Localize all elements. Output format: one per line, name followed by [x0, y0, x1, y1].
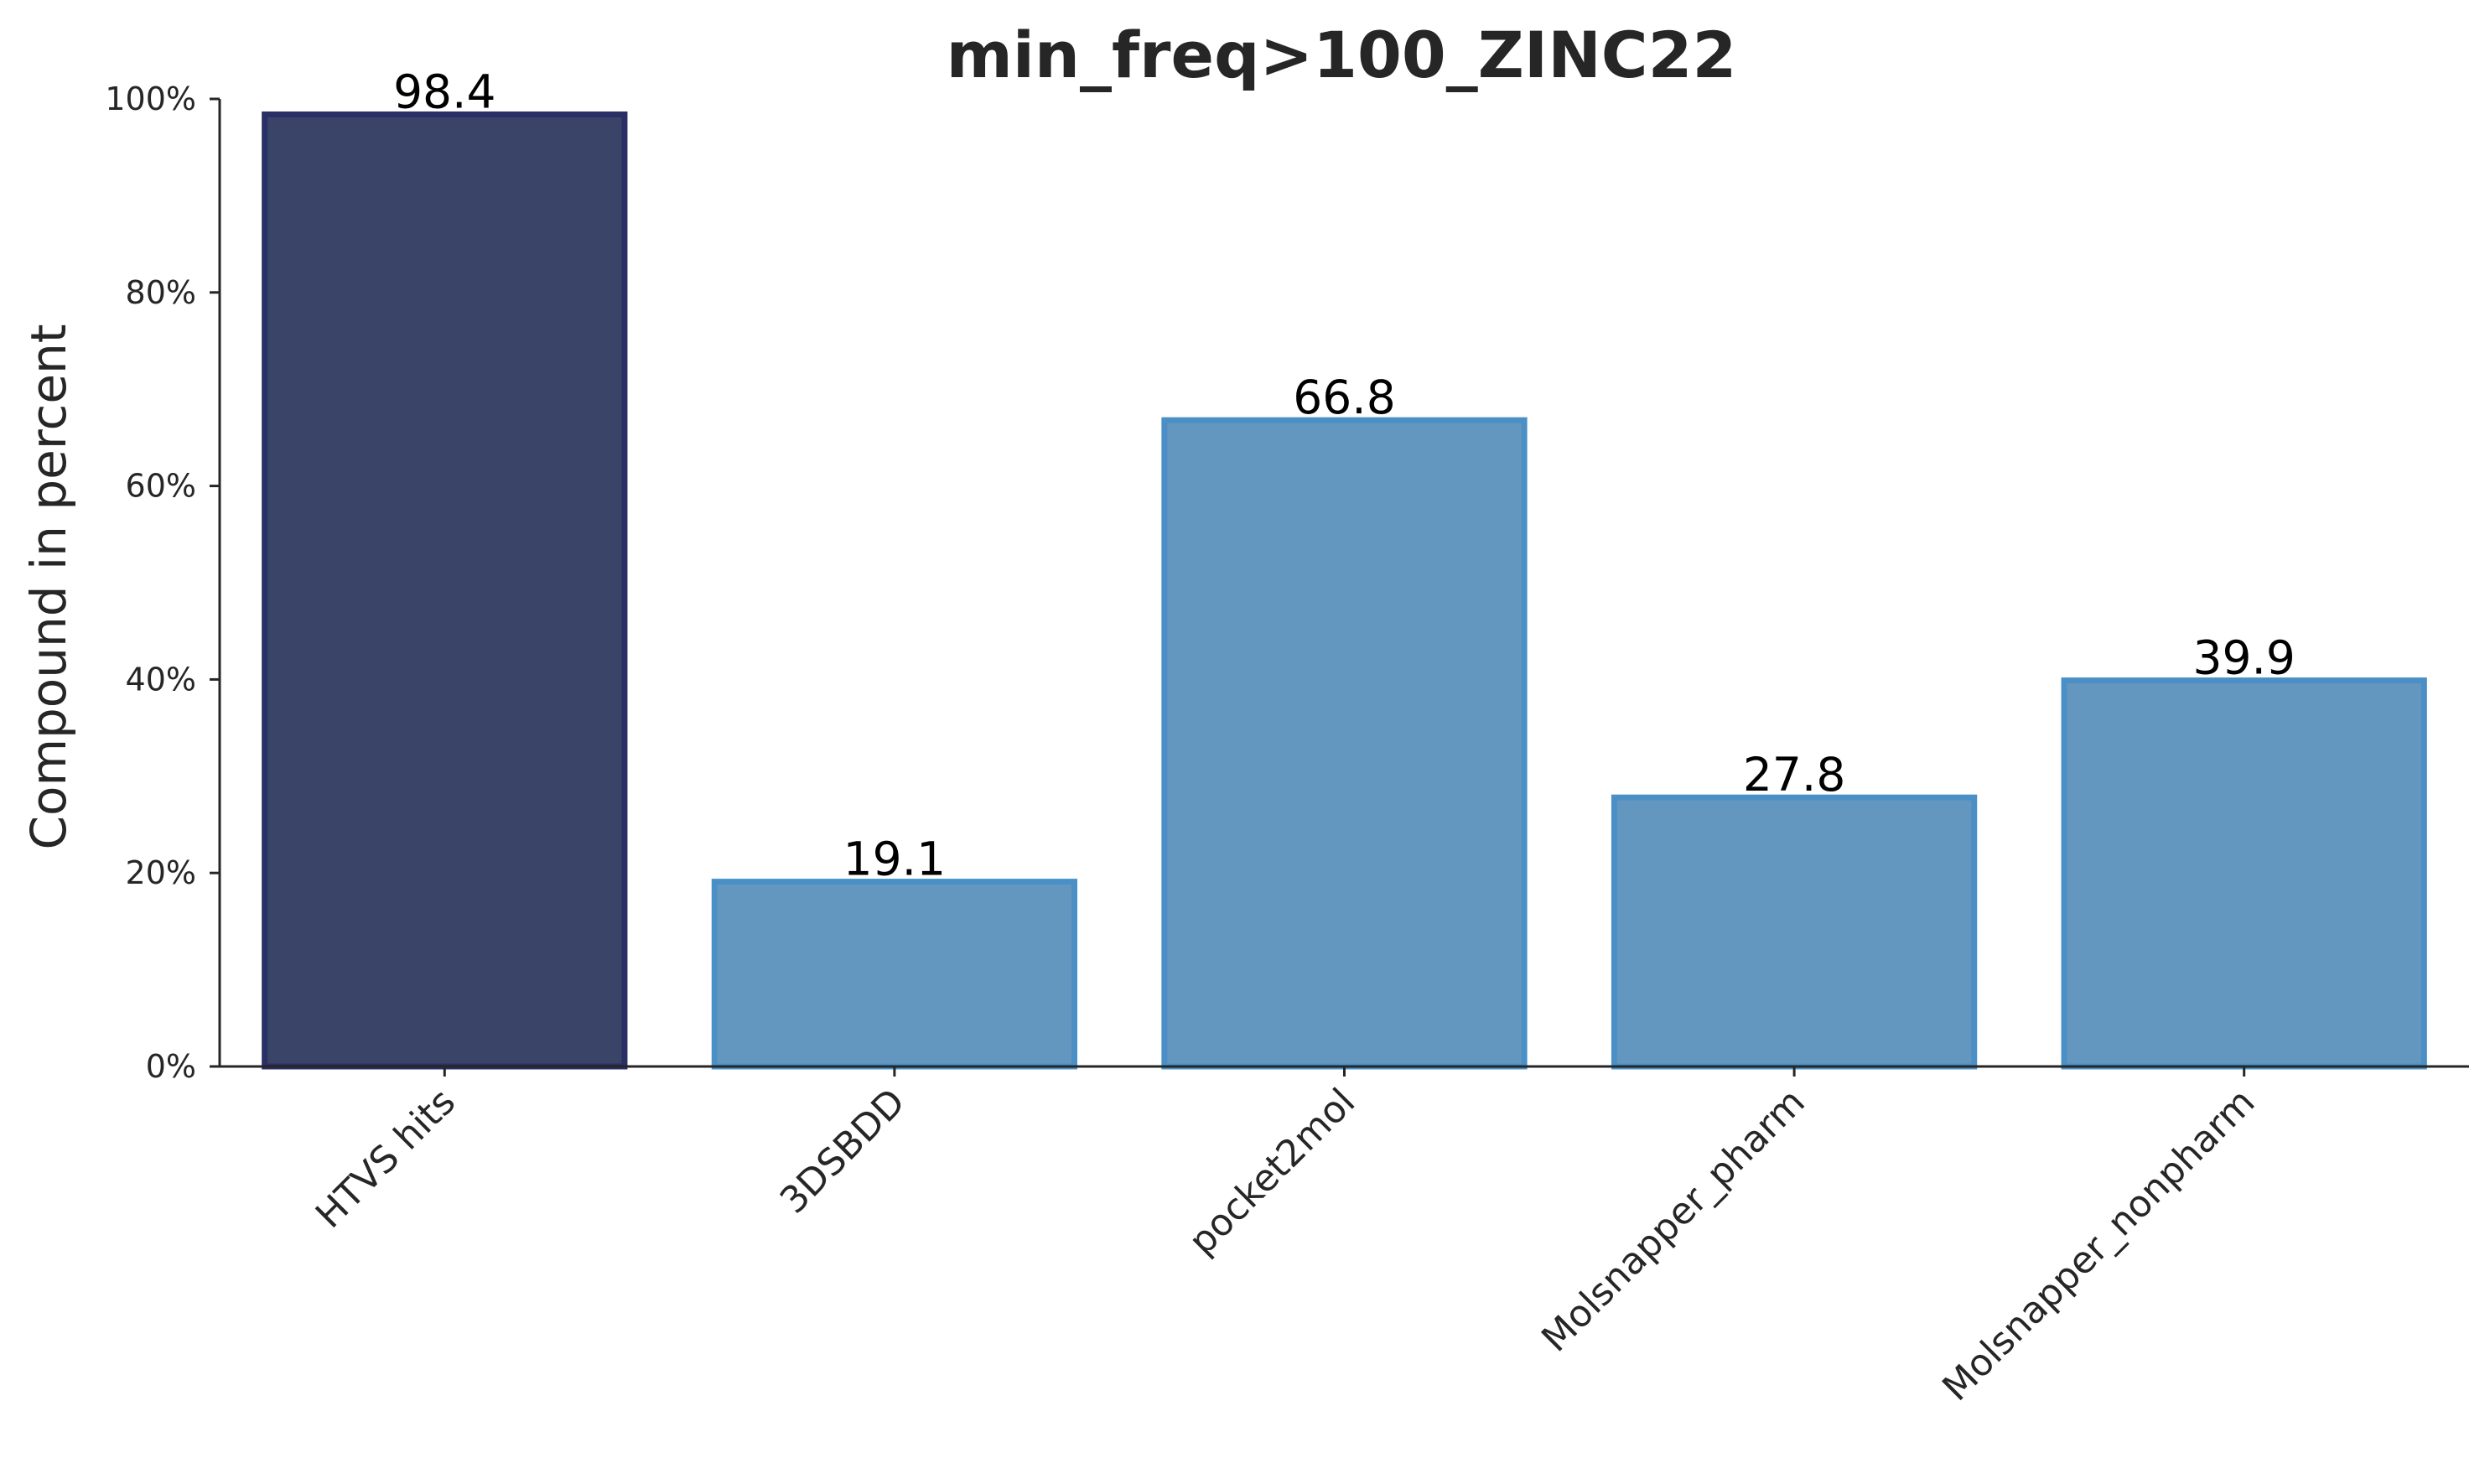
data-label: 98.4	[393, 65, 495, 118]
x-tick-label: Molsnapper_nonpharm	[1934, 1081, 2263, 1409]
y-tick-label: 20%	[126, 854, 196, 891]
x-axis-ticks: HTVS hits 3DSBDD pocket2mol Molsnapper_phar…	[308, 1066, 2263, 1409]
data-labels: 98.4 19.1 66.8 27.8 39.9	[393, 65, 2295, 885]
x-tick-label: 3DSBDD	[772, 1081, 914, 1222]
x-tick-label: HTVS hits	[308, 1081, 464, 1237]
y-tick-label: 0%	[146, 1048, 196, 1085]
bar-htvs-hits	[262, 111, 628, 1070]
data-label: 39.9	[2192, 631, 2295, 685]
y-tick-label: 40%	[126, 661, 196, 698]
data-label: 66.8	[1293, 371, 1395, 424]
x-tick-label: pocket2mol	[1180, 1081, 1363, 1263]
bars	[262, 111, 2427, 1070]
chart-title: min_freq>100_ZINC22	[947, 18, 1737, 92]
data-label: 19.1	[843, 833, 946, 886]
x-tick-label: Molsnapper_pharm	[1533, 1081, 1813, 1361]
y-tick-label: 80%	[126, 274, 196, 311]
y-tick-label: 60%	[126, 468, 196, 505]
data-label: 27.8	[1743, 748, 1845, 802]
bar-molsnapper-pharm	[1611, 794, 1978, 1070]
bar-3dsbdd	[711, 879, 1078, 1070]
y-tick-label: 100%	[105, 80, 196, 117]
y-axis-ticks: 0% 20% 40% 60% 80% 100%	[105, 80, 220, 1085]
bar-molsnapper-nonpharm	[2061, 677, 2427, 1070]
y-axis-label: Compound in percent	[20, 324, 77, 849]
bar-pocket2mol	[1161, 417, 1528, 1070]
